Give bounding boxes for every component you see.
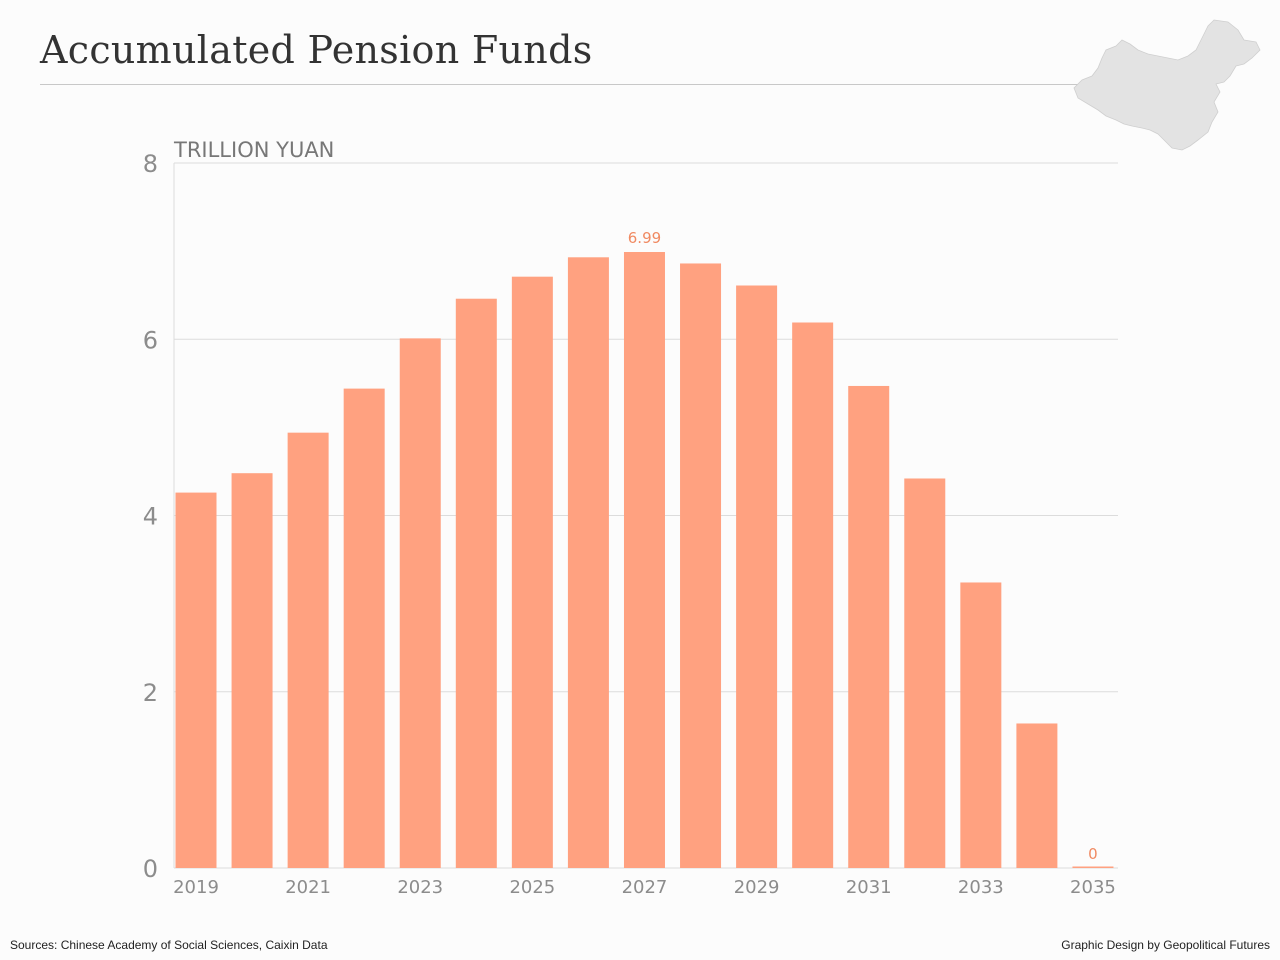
bar-2034 [1016, 723, 1058, 868]
y-tick-label: 4 [143, 503, 158, 531]
bar-2027 [623, 252, 665, 869]
bar-2026 [567, 257, 609, 868]
bar-2031 [848, 385, 890, 868]
y-tick-label: 0 [143, 855, 158, 883]
bar-2029 [736, 285, 778, 868]
x-tick-label: 2031 [846, 877, 892, 898]
bar-2030 [792, 322, 834, 869]
y-axis-label: TRILLION YUAN [173, 138, 334, 162]
x-tick-label: 2025 [509, 877, 555, 898]
bar-2022 [343, 388, 385, 868]
x-tick-label: 2027 [622, 877, 668, 898]
chart-title: Accumulated Pension Funds [40, 28, 593, 72]
china-map-icon [1073, 19, 1261, 151]
bar-2025 [511, 276, 553, 868]
x-tick-label: 2023 [397, 877, 443, 898]
bar-2035 [1072, 866, 1114, 868]
design-credit: Graphic Design by Geopolitical Futures [1061, 938, 1270, 952]
bar-2028 [680, 263, 722, 868]
sources-note: Sources: Chinese Academy of Social Scien… [10, 938, 328, 952]
title-divider [40, 84, 1105, 85]
bar-2033 [960, 582, 1002, 868]
bar-2019 [175, 492, 217, 868]
bar-2032 [904, 478, 946, 868]
bar-2024 [455, 298, 497, 868]
x-tick-label: 2019 [173, 877, 219, 898]
x-tick-label: 2035 [1070, 877, 1116, 898]
x-tick-label: 2029 [734, 877, 780, 898]
y-tick-label: 2 [143, 679, 158, 707]
x-tick-label: 2033 [958, 877, 1004, 898]
data-label-2035: 0 [1088, 845, 1098, 863]
y-tick-label: 6 [143, 326, 158, 354]
bar-2021 [287, 432, 329, 868]
data-label-2027: 6.99 [628, 229, 661, 247]
bar-2023 [399, 338, 441, 868]
bar-2020 [231, 473, 273, 868]
y-tick-label: 8 [143, 150, 158, 178]
x-tick-label: 2021 [285, 877, 331, 898]
